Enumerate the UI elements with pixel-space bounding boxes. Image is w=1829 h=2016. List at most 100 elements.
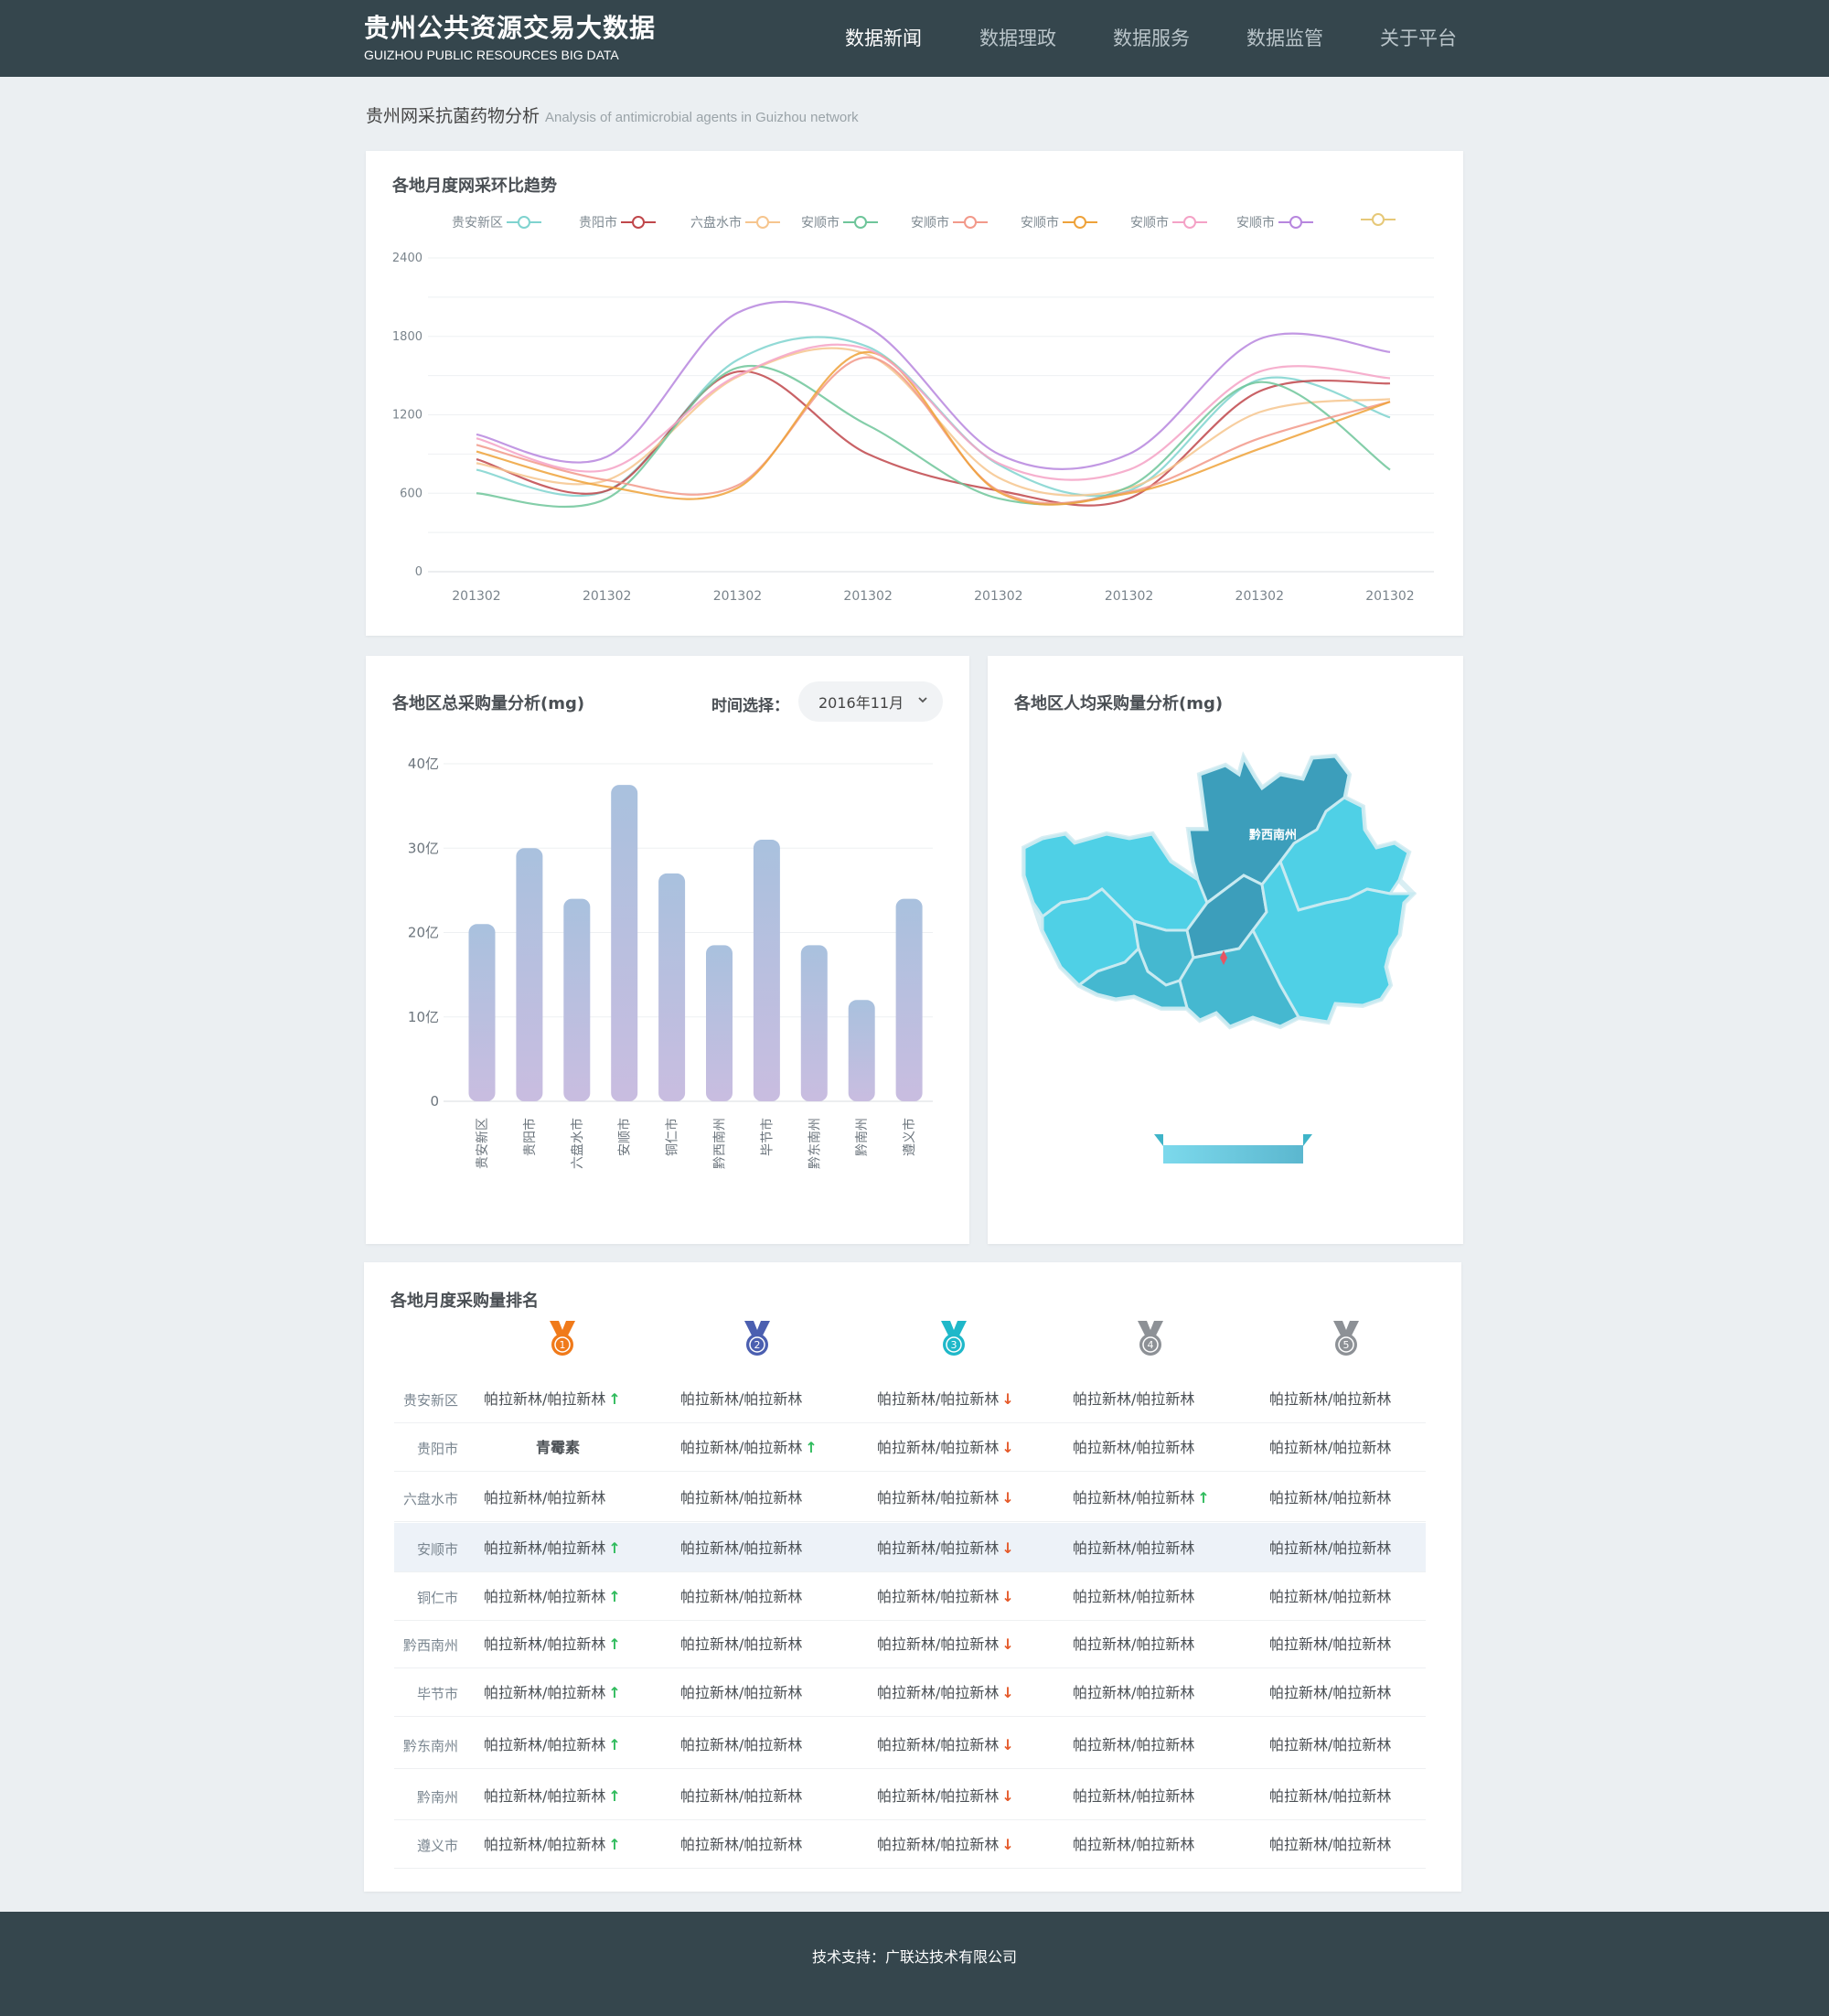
- brand[interactable]: 贵州公共资源交易大数据 GUIZHOU PUBLIC RESOURCES BIG…: [364, 13, 656, 63]
- arrow-down-icon: ↓: [1001, 1439, 1014, 1456]
- table-row[interactable]: 铜仁市 帕拉新林/帕拉新林 ↑ 帕拉新林/帕拉新林 帕拉新林/帕拉新林 ↓ 帕拉新林/帕拉新…: [394, 1571, 1426, 1621]
- trend-legend: 贵安新区 贵阳市 六盘水市 安顺市 安顺市 安顺市 安顺市 安顺市: [366, 213, 1463, 231]
- ranking-title: 各地月度采购量排名: [390, 1292, 539, 1311]
- y-tick-label: 0: [430, 1093, 439, 1110]
- legend-item[interactable]: [1357, 213, 1396, 226]
- bar[interactable]: [468, 924, 496, 1101]
- table-cell: 帕拉新林/帕拉新林 ↑: [484, 1536, 621, 1558]
- legend-item[interactable]: 贵阳市: [579, 213, 656, 231]
- bar[interactable]: [563, 898, 591, 1101]
- table-cell: 帕拉新林/帕拉新林: [1269, 1784, 1391, 1806]
- bar[interactable]: [516, 848, 543, 1101]
- table-cell: 帕拉新林/帕拉新林 ↑: [484, 1632, 621, 1654]
- time-select-dropdown[interactable]: 2016年11月: [798, 681, 943, 722]
- table-row[interactable]: 遵义市 帕拉新林/帕拉新林 ↑ 帕拉新林/帕拉新林 帕拉新林/帕拉新林 ↓ 帕拉新林/帕拉新…: [394, 1819, 1426, 1869]
- row-label: 黔南州: [416, 1789, 458, 1806]
- legend-swatch-icon: [507, 216, 541, 229]
- cell-text: 帕拉新林/帕拉新林: [1073, 1684, 1195, 1701]
- brand-subtitle: GUIZHOU PUBLIC RESOURCES BIG DATA: [364, 48, 619, 62]
- medal-rank: 1: [560, 1339, 566, 1351]
- footer-text: 技术支持：广联达技术有限公司: [811, 1948, 1017, 1966]
- x-tick-label: 201302: [1235, 589, 1284, 604]
- bar[interactable]: [658, 873, 686, 1101]
- cell-text: 帕拉新林/帕拉新林: [1073, 1787, 1195, 1805]
- legend-item[interactable]: 贵安新区: [452, 213, 541, 231]
- table-row[interactable]: 贵阳市 青霉素 帕拉新林/帕拉新林 ↑ 帕拉新林/帕拉新林 ↓ 帕拉新林/帕拉新林 帕拉新林/…: [394, 1422, 1426, 1472]
- x-tick-label: 毕节市: [759, 1118, 775, 1156]
- cell-text: 青霉素: [536, 1439, 581, 1456]
- table-cell: 帕拉新林/帕拉新林: [1073, 1680, 1194, 1702]
- legend-item[interactable]: 六盘水市: [690, 213, 780, 231]
- trend-card: 各地月度网采环比趋势 贵安新区 贵阳市 六盘水市 安顺市 安顺市 安顺市 安顺市: [366, 151, 1463, 636]
- bar[interactable]: [611, 785, 638, 1101]
- table-row[interactable]: 毕节市 帕拉新林/帕拉新林 ↑ 帕拉新林/帕拉新林 帕拉新林/帕拉新林 ↓ 帕拉新林/帕拉新…: [394, 1667, 1426, 1717]
- region-qiannan[interactable]: [1178, 928, 1301, 1028]
- cell-text: 帕拉新林/帕拉新林: [877, 1588, 1000, 1605]
- bar[interactable]: [800, 945, 828, 1101]
- row-label: 遵义市: [416, 1838, 458, 1854]
- table-cell: 帕拉新林/帕拉新林: [484, 1485, 605, 1507]
- table-row[interactable]: 黔南州 帕拉新林/帕拉新林 ↑ 帕拉新林/帕拉新林 帕拉新林/帕拉新林 ↓ 帕拉新林/帕拉新…: [394, 1771, 1426, 1820]
- table-row[interactable]: 黔东南州 帕拉新林/帕拉新林 ↑ 帕拉新林/帕拉新林 帕拉新林/帕拉新林 ↓ 帕拉新林/帕拉…: [394, 1720, 1426, 1769]
- cell-text: 帕拉新林/帕拉新林: [680, 1787, 803, 1805]
- x-tick-label: 201302: [1105, 589, 1153, 604]
- legend-item[interactable]: 安顺市: [1130, 213, 1207, 231]
- table-cell: 帕拉新林/帕拉新林: [1269, 1536, 1391, 1558]
- series-line-6[interactable]: [476, 350, 1391, 506]
- cell-text: 帕拉新林/帕拉新林: [680, 1836, 803, 1853]
- top-header: 贵州公共资源交易大数据 GUIZHOU PUBLIC RESOURCES BIG…: [0, 0, 1829, 77]
- nav-item-data-service[interactable]: 数据服务: [1113, 27, 1190, 49]
- series-line-8[interactable]: [476, 300, 1391, 470]
- cell-text: 帕拉新林/帕拉新林: [680, 1635, 803, 1653]
- total-purchase-title: 各地区总采购量分析(mg): [392, 694, 585, 713]
- series-line-4[interactable]: [476, 364, 1391, 509]
- legend-swatch-icon: [1063, 216, 1097, 229]
- bar[interactable]: [706, 945, 733, 1101]
- cell-text: 帕拉新林/帕拉新林: [877, 1635, 1000, 1653]
- region-qianxinan[interactable]: [1076, 946, 1189, 1010]
- cell-text: 帕拉新林/帕拉新林: [484, 1588, 606, 1605]
- nav-item-about[interactable]: 关于平台: [1380, 27, 1457, 49]
- series-line-5[interactable]: [476, 356, 1391, 505]
- y-tick-label: 600: [400, 487, 422, 500]
- legend-item[interactable]: 安顺市: [801, 213, 878, 231]
- cell-text: 帕拉新林/帕拉新林: [484, 1736, 606, 1753]
- bar[interactable]: [848, 1000, 875, 1101]
- legend-item[interactable]: 安顺市: [1021, 213, 1097, 231]
- cell-text: 帕拉新林/帕拉新林: [1073, 1439, 1195, 1456]
- cell-text: 帕拉新林/帕拉新林: [1269, 1588, 1392, 1605]
- legend-label: 六盘水市: [690, 216, 742, 231]
- y-tick-label: 40亿: [408, 756, 439, 772]
- table-cell: 帕拉新林/帕拉新林 ↑: [484, 1832, 621, 1854]
- legend-item[interactable]: 安顺市: [911, 213, 988, 231]
- table-row[interactable]: 六盘水市 帕拉新林/帕拉新林 帕拉新林/帕拉新林 帕拉新林/帕拉新林 ↓ 帕拉新林/帕拉新…: [394, 1473, 1426, 1522]
- table-cell: 帕拉新林/帕拉新林: [1073, 1435, 1194, 1457]
- legend-item[interactable]: 安顺市: [1236, 213, 1313, 231]
- table-cell: 帕拉新林/帕拉新林: [1073, 1632, 1194, 1654]
- table-row[interactable]: 安顺市 帕拉新林/帕拉新林 ↑ 帕拉新林/帕拉新林 帕拉新林/帕拉新林 ↓ 帕拉新林/帕拉新…: [394, 1523, 1426, 1572]
- cell-text: 帕拉新林/帕拉新林: [680, 1736, 803, 1753]
- nav-item-data-governance[interactable]: 数据理政: [979, 27, 1056, 49]
- table-row[interactable]: 贵安新区 帕拉新林/帕拉新林 ↑ 帕拉新林/帕拉新林 帕拉新林/帕拉新林 ↓ 帕拉新林/帕拉…: [394, 1374, 1426, 1423]
- nav-item-data-news[interactable]: 数据新闻: [845, 27, 922, 49]
- nav-item-data-supervision[interactable]: 数据监管: [1246, 27, 1323, 49]
- medal-2-icon: 2: [742, 1321, 773, 1357]
- table-cell: 帕拉新林/帕拉新林: [1073, 1732, 1194, 1754]
- table-row[interactable]: 黔西南州 帕拉新林/帕拉新林 ↑ 帕拉新林/帕拉新林 帕拉新林/帕拉新林 ↓ 帕拉新林/帕拉…: [394, 1619, 1426, 1668]
- per-capita-title: 各地区人均采购量分析(mg): [1014, 694, 1224, 713]
- legend-swatch-icon: [1361, 213, 1396, 226]
- y-tick-label: 2400: [392, 252, 422, 265]
- bar[interactable]: [753, 840, 780, 1101]
- legend-label: 安顺市: [911, 216, 949, 231]
- y-tick-label: 0: [415, 565, 422, 579]
- table-cell: 帕拉新林/帕拉新林 ↓: [877, 1584, 1014, 1606]
- row-label: 黔东南州: [402, 1738, 458, 1754]
- series-line-2[interactable]: [476, 370, 1391, 507]
- series-line-7[interactable]: [476, 343, 1391, 481]
- table-cell: 帕拉新林/帕拉新林 ↑: [484, 1784, 621, 1806]
- cell-text: 帕拉新林/帕拉新林: [680, 1684, 803, 1701]
- bar[interactable]: [895, 898, 923, 1101]
- footer: 技术支持：广联达技术有限公司: [0, 1912, 1829, 2016]
- series-line-3[interactable]: [476, 347, 1391, 497]
- per-capita-card: 各地区人均采购量分析(mg) 黔西南州: [988, 656, 1463, 1244]
